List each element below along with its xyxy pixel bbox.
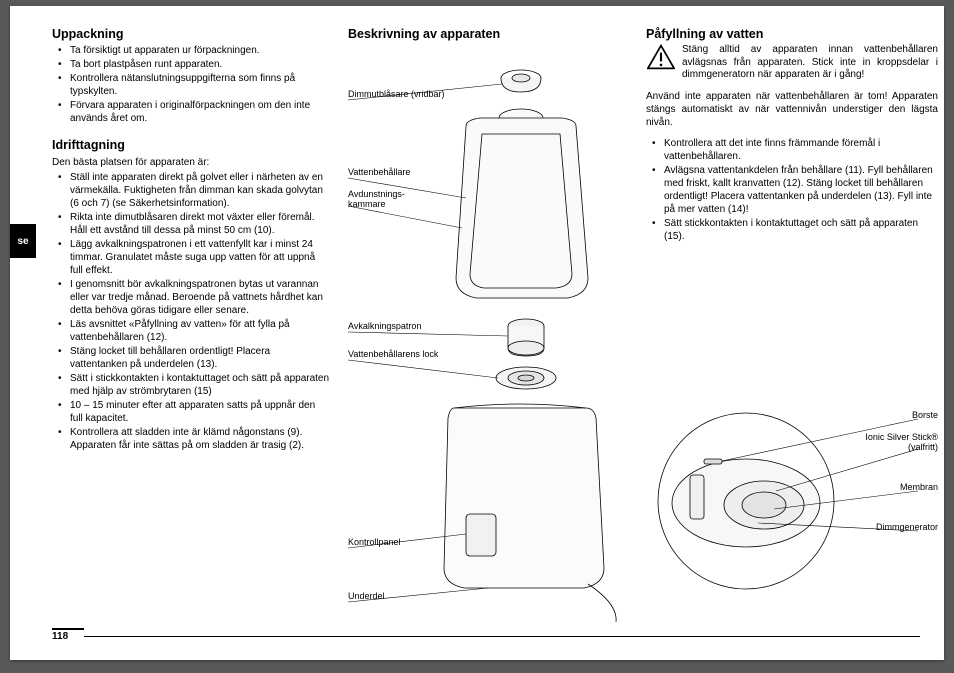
label-mist-nozzle: Dimmutblåsare (vridbar): [348, 90, 445, 100]
list-item: 10 – 15 minuter efter att apparaten satt…: [62, 399, 330, 425]
list-item: Sätt stickkontakten i kontaktuttaget och…: [656, 217, 938, 243]
list-item: I genomsnitt bör avkalkningspatronen byt…: [62, 278, 330, 317]
heading-beskrivning: Beskrivning av apparaten: [348, 26, 628, 42]
page-number: 118: [52, 628, 84, 642]
label-tank-lid: Vattenbehållarens lock: [348, 350, 438, 360]
heading-pafyllning: Påfyllning av vatten: [646, 26, 938, 42]
label-water-tank: Vattenbehållare: [348, 168, 410, 178]
list-item: Kontrollera att sladden inte är klämd nå…: [62, 426, 330, 452]
columns: Uppackning Ta försiktigt ut apparaten ur…: [52, 26, 920, 616]
list-item: Förvara apparaten i originalförpackninge…: [62, 99, 330, 125]
label-evap-chamber: Avdunstnings- kammare: [348, 190, 405, 210]
list-item: Avlägsna vattentankdelen från behållare …: [656, 164, 938, 216]
list-item: Sätt i stickkontakten i kontaktuttaget o…: [62, 372, 330, 398]
column-text-left: Uppackning Ta försiktigt ut apparaten ur…: [52, 26, 330, 616]
heading-uppackning: Uppackning: [52, 26, 330, 42]
label-brush: Borste: [912, 411, 938, 421]
intro-text: Den bästa platsen för apparaten är:: [52, 156, 330, 169]
list-item: Ta bort plastpåsen runt apparaten.: [62, 58, 330, 71]
list-item: Stäng locket till behållaren ordentligt!…: [62, 345, 330, 371]
diagram-area: Dimmutblåsare (vridbar) Vattenbehållare …: [348, 48, 628, 628]
heading-idrifttagning: Idrifttagning: [52, 137, 330, 153]
label-membrane: Membran: [900, 483, 938, 493]
list-item: Ta försiktigt ut apparaten ur förpacknin…: [62, 44, 330, 57]
label-mist-generator: Dimmgenerator: [876, 523, 938, 533]
warning-text: Stäng alltid av apparaten innan vattenbe…: [682, 44, 938, 82]
list-item: Ställ inte apparaten direkt på golvet el…: [62, 171, 330, 210]
warning-icon: [646, 44, 676, 70]
label-base: Underdel: [348, 592, 385, 602]
label-decalc-cartridge: Avkalkningspatron: [348, 322, 421, 332]
base-detail-illustration: [626, 383, 918, 603]
list-item: Kontrollera nätanslutningsuppgifterna so…: [62, 72, 330, 98]
language-tab: se: [10, 224, 36, 258]
detail-diagram-area: Borste Ionic Silver Stick® (valfritt) Me…: [646, 383, 938, 603]
label-silver-stick: Ionic Silver Stick® (valfritt): [865, 433, 938, 453]
list-item: Lägg avkalkningspatronen i ett vattenfyl…: [62, 238, 330, 277]
list-uppackning: Ta försiktigt ut apparaten ur förpacknin…: [52, 44, 330, 125]
column-diagram: Beskrivning av apparaten: [348, 26, 628, 616]
list-item: Rikta inte dimutblåsaren direkt mot växt…: [62, 211, 330, 237]
list-idrifttagning: Ställ inte apparaten direkt på golvet el…: [52, 171, 330, 452]
list-item: Läs avsnittet «Påfyllning av vatten» för…: [62, 318, 330, 344]
label-control-panel: Kontrollpanel: [348, 538, 401, 548]
list-pafyllning: Kontrollera att det inte finns främmande…: [646, 137, 938, 243]
paragraph: Använd inte apparaten när vattenbehållar…: [646, 90, 938, 129]
warning-block: Stäng alltid av apparaten innan vattenbe…: [646, 44, 938, 82]
list-item: Kontrollera att det inte finns främmande…: [656, 137, 938, 163]
column-text-right: Påfyllning av vatten Stäng alltid av app…: [646, 26, 938, 616]
footer-rule: [84, 636, 920, 637]
